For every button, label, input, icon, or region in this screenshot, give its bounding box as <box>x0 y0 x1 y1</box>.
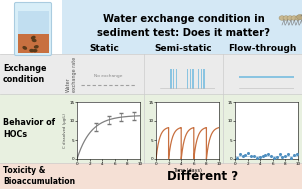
Text: Different ?: Different ? <box>167 170 238 183</box>
Bar <box>0 94 302 163</box>
X-axis label: Time (days): Time (days) <box>173 168 202 173</box>
Point <box>249 154 254 157</box>
Y-axis label: C dissolved (μg/L): C dissolved (μg/L) <box>63 113 67 148</box>
Bar <box>192 69 194 89</box>
Point <box>243 153 248 156</box>
Ellipse shape <box>32 39 37 42</box>
Text: Flow-through: Flow-through <box>228 44 297 53</box>
Point <box>294 152 299 155</box>
Bar <box>0 54 302 94</box>
Text: Water
exchange rate: Water exchange rate <box>66 56 77 92</box>
Ellipse shape <box>31 36 36 40</box>
Ellipse shape <box>34 45 39 49</box>
Point <box>283 154 288 157</box>
Point <box>237 153 242 156</box>
Point <box>257 155 262 158</box>
Text: Exchange
condition: Exchange condition <box>3 64 47 84</box>
Bar <box>170 69 172 89</box>
Bar <box>203 69 205 89</box>
Bar <box>176 69 177 89</box>
Ellipse shape <box>297 15 302 19</box>
Bar <box>173 69 175 89</box>
Bar <box>201 69 202 89</box>
Point <box>286 152 291 155</box>
Point <box>254 156 259 159</box>
Ellipse shape <box>295 16 301 20</box>
Bar <box>198 69 199 89</box>
Point <box>289 157 294 160</box>
FancyBboxPatch shape <box>62 0 302 57</box>
Bar <box>18 11 49 33</box>
Text: Behavior of
HOCs: Behavior of HOCs <box>3 118 55 139</box>
Ellipse shape <box>22 46 27 50</box>
Point <box>275 155 279 158</box>
Ellipse shape <box>279 16 285 20</box>
Point <box>269 155 274 158</box>
Bar <box>190 69 191 89</box>
Point <box>234 156 239 159</box>
Point <box>240 155 245 158</box>
Point <box>252 154 256 157</box>
Text: Water exchange condition in
sediment test: Does it matter?: Water exchange condition in sediment tes… <box>97 14 270 38</box>
Ellipse shape <box>287 16 293 20</box>
Point <box>263 153 268 156</box>
Bar <box>0 163 302 189</box>
Ellipse shape <box>283 16 289 20</box>
Point <box>246 152 251 155</box>
Bar <box>18 33 49 53</box>
Point <box>260 154 265 157</box>
Point <box>271 156 276 160</box>
Ellipse shape <box>33 49 37 52</box>
Point <box>266 153 271 156</box>
Point <box>280 156 285 159</box>
Bar <box>187 69 188 89</box>
Text: Static: Static <box>90 44 119 53</box>
FancyBboxPatch shape <box>14 2 52 56</box>
Text: Semi-static: Semi-static <box>155 44 212 53</box>
Text: No exchange: No exchange <box>94 74 123 78</box>
Ellipse shape <box>29 49 34 52</box>
Point <box>291 154 296 157</box>
Point <box>277 152 282 155</box>
Text: Toxicity &
Bioaccumulation: Toxicity & Bioaccumulation <box>3 166 75 186</box>
Ellipse shape <box>291 16 297 20</box>
